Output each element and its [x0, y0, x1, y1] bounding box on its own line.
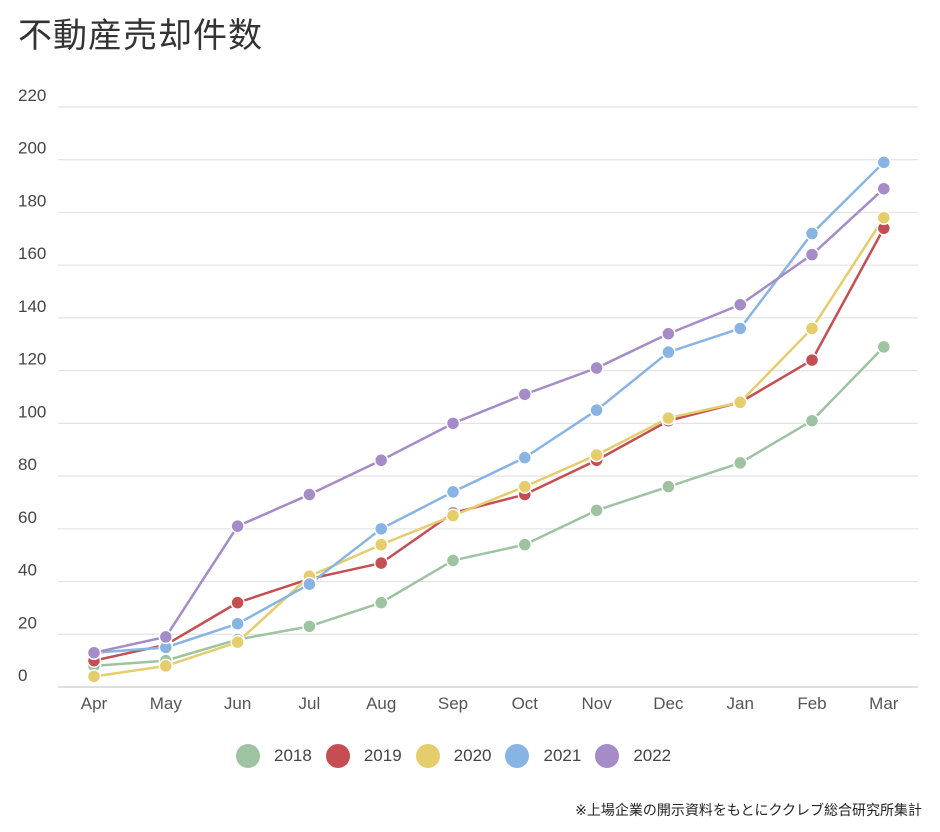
- data-point-2018[interactable]: [445, 553, 461, 568]
- legend-swatch: [415, 744, 440, 768]
- x-tick-label: Nov: [581, 694, 612, 713]
- data-point-2021[interactable]: [445, 484, 461, 500]
- legend-item-2018[interactable]: 2018: [236, 744, 312, 768]
- data-point-2021[interactable]: [302, 576, 317, 592]
- data-point-2022[interactable]: [517, 387, 533, 402]
- x-tick-label: Sep: [438, 694, 468, 713]
- data-point-2020[interactable]: [445, 508, 461, 523]
- series-lines: [93, 161, 885, 678]
- legend-item-2019[interactable]: 2019: [325, 744, 402, 768]
- legend-swatch: [325, 744, 350, 768]
- legend-label: 2021: [543, 746, 582, 765]
- data-point-2022[interactable]: [86, 645, 102, 660]
- y-tick-label: 60: [18, 508, 37, 527]
- data-point-2019[interactable]: [804, 352, 820, 368]
- y-tick-label: 80: [18, 455, 37, 474]
- data-point-2021[interactable]: [230, 616, 245, 631]
- data-point-2020[interactable]: [661, 410, 676, 426]
- data-point-2022[interactable]: [158, 629, 174, 645]
- data-point-2020[interactable]: [517, 479, 533, 494]
- data-point-2020[interactable]: [230, 634, 245, 650]
- data-point-2022[interactable]: [230, 518, 245, 534]
- data-point-2022[interactable]: [302, 487, 317, 502]
- data-point-2020[interactable]: [86, 669, 102, 684]
- grid-lines: [58, 106, 918, 688]
- y-tick-label: 160: [18, 244, 46, 263]
- y-tick-label: 140: [18, 297, 46, 316]
- data-point-2020[interactable]: [373, 537, 389, 552]
- legend-label: 2019: [363, 746, 402, 765]
- series-line-2022: [93, 187, 885, 654]
- data-point-2021[interactable]: [876, 155, 892, 170]
- data-point-2018[interactable]: [589, 503, 604, 518]
- data-point-2022[interactable]: [804, 247, 820, 262]
- data-point-2022[interactable]: [589, 360, 604, 376]
- legend-swatch: [505, 744, 530, 768]
- data-point-2021[interactable]: [373, 521, 389, 537]
- data-point-2020[interactable]: [732, 395, 748, 410]
- series-line-2019: [93, 227, 885, 662]
- data-point-2020[interactable]: [876, 210, 892, 225]
- x-tick-label: Jun: [224, 694, 251, 713]
- data-point-2021[interactable]: [732, 321, 748, 336]
- data-point-2021[interactable]: [661, 344, 676, 360]
- x-tick-label: Jan: [726, 694, 753, 713]
- legend-item-2020[interactable]: 2020: [415, 744, 492, 768]
- legend-item-2022[interactable]: 2022: [595, 744, 671, 768]
- line-chart: 0 20 40 60 80 100 120 140 160 180 200 220 Apr May Jun…: [18, 86, 918, 713]
- legend-label: 2018: [274, 746, 312, 765]
- x-tick-label: Apr: [81, 694, 108, 713]
- data-point-2018[interactable]: [661, 479, 676, 494]
- data-point-2022[interactable]: [732, 297, 748, 312]
- series-points: [86, 155, 892, 684]
- data-point-2018[interactable]: [876, 339, 892, 355]
- y-tick-label: 100: [18, 402, 46, 421]
- data-point-2018[interactable]: [517, 537, 533, 552]
- x-tick-label: May: [150, 694, 183, 713]
- data-point-2022[interactable]: [661, 326, 676, 341]
- x-axis-ticks: Apr May Jun Jul Aug Sep Oct Nov Dec Jan Feb Mar: [81, 694, 899, 713]
- series-line-2021: [93, 161, 885, 654]
- data-point-2018[interactable]: [302, 619, 317, 634]
- y-tick-label: 220: [18, 86, 46, 105]
- series-line-2020: [93, 217, 885, 678]
- y-tick-label: 20: [18, 613, 37, 632]
- legend-swatch: [595, 744, 620, 768]
- chart-title: 不動産売却件数: [18, 16, 263, 56]
- legend-label: 2020: [453, 746, 492, 765]
- data-point-2019[interactable]: [230, 595, 245, 610]
- footnote: ※上場企業の開示資料をもとにククレブ総合研究所集計: [575, 803, 922, 819]
- x-tick-label: Feb: [797, 694, 826, 713]
- x-tick-label: Dec: [653, 694, 684, 713]
- data-point-2022[interactable]: [373, 453, 389, 468]
- data-point-2018[interactable]: [804, 413, 820, 428]
- y-tick-label: 0: [18, 666, 27, 685]
- legend-label: 2022: [633, 746, 672, 765]
- legend-swatch: [236, 744, 260, 768]
- legend: 2018 2019 2020 2021 2022: [236, 744, 685, 768]
- data-point-2021[interactable]: [517, 450, 533, 465]
- data-point-2020[interactable]: [158, 658, 174, 674]
- data-point-2020[interactable]: [804, 321, 820, 336]
- data-point-2018[interactable]: [732, 455, 748, 471]
- data-point-2022[interactable]: [445, 416, 461, 431]
- data-point-2021[interactable]: [589, 402, 604, 418]
- data-point-2019[interactable]: [373, 555, 389, 571]
- data-point-2018[interactable]: [373, 595, 389, 610]
- y-tick-label: 180: [18, 191, 46, 210]
- y-tick-label: 200: [18, 139, 46, 158]
- series-line-2018: [93, 346, 885, 668]
- x-tick-label: Jul: [299, 694, 321, 713]
- x-tick-label: Oct: [512, 694, 539, 713]
- data-point-2022[interactable]: [876, 181, 892, 196]
- x-tick-label: Mar: [869, 694, 899, 713]
- data-point-2020[interactable]: [589, 447, 604, 463]
- data-point-2021[interactable]: [804, 226, 820, 241]
- y-tick-label: 120: [18, 350, 46, 369]
- x-tick-label: Aug: [366, 694, 396, 713]
- legend-item-2021[interactable]: 2021: [505, 744, 581, 768]
- y-tick-label: 40: [18, 561, 37, 580]
- y-axis-ticks: 0 20 40 60 80 100 120 140 160 180 200 220: [18, 86, 46, 685]
